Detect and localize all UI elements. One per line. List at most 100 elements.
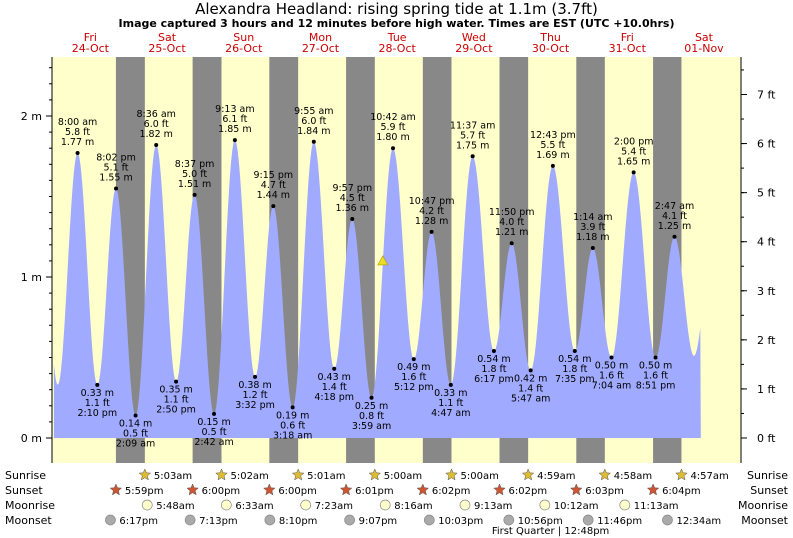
high-tide-point [590,246,595,251]
day-headers: Fri24-OctSat25-OctSun26-OctMon27-OctTue2… [72,31,724,55]
high-tide-label: 9:15 pm 4.7 ft 1.44 m [254,170,294,201]
day-name: Sun [233,31,254,44]
high-tide-point [192,192,197,197]
high-tide-label: 8:02 pm 5.1 ft 1.55 m [96,152,136,183]
moonset-row-label-left: Moonset [5,514,52,527]
right-tick-label: 4 ft [757,236,776,249]
right-tick-label: 1 ft [757,383,776,396]
tide-area [53,140,701,438]
high-tide-point [509,241,514,246]
sunrise-time: 5:00am [461,471,499,482]
high-tide-point [271,204,276,209]
high-tide-point [631,170,636,175]
sunset-icon [646,483,660,496]
high-tide-point [350,217,355,222]
high-tide-label: 2:00 pm 5.4 ft 1.65 m [614,136,654,167]
right-tick-label: 3 ft [757,285,776,298]
sunset-icon [109,483,123,496]
moonset-icon [503,514,515,526]
low-tide-point [174,379,179,384]
low-tide-label: 0.15 m 0.5 ft 2:42 am [194,417,233,448]
tide-curve-area [53,140,701,438]
sunrise-time: 4:58am [614,471,652,482]
sunrise-time: 5:01am [307,471,345,482]
sunrise-icon [215,468,228,481]
sunset-icon [416,483,430,496]
moonset-time: 8:10pm [279,516,318,527]
moonset-time: 12:34am [676,516,721,527]
axes: 0 m 1 m 2 m 0 ft 1 ft 2 ft 3 ft 4 ft 5 ft 6 ft 7 f… [21,57,776,463]
high-tide-point [75,151,80,156]
low-tide-label: 0.33 m 1.1 ft 2:10 pm [77,388,117,419]
day-date: 25-Oct [148,42,186,55]
low-tide-label: 0.42 m 1.4 ft 5:47 am [511,373,550,404]
high-tide-point [550,163,555,168]
day-date: 31-Oct [609,42,647,55]
moonset-icon [344,514,355,526]
moonrise-icon [300,499,312,511]
moonset-time: 11:46pm [597,516,642,527]
high-tide-point [429,229,434,234]
sunrise-time: 5:00am [384,471,422,482]
day-name: Mon [309,31,332,44]
day-date: 26-Oct [225,42,263,55]
low-tide-label: 0.14 m 0.5 ft 2:09 am [116,418,155,449]
sunrise-icon [445,468,458,481]
sunset-row-label-left: Sunset [5,484,43,497]
day-date: 27-Oct [302,42,340,55]
left-tick-label: 1 m [21,271,42,284]
moonrise-row-label-right: Moonrise [738,499,788,512]
day-name: Wed [462,31,486,44]
sunset-time: 6:03pm [585,486,624,497]
high-tide-point [470,154,475,159]
day-name: Sat [695,31,714,44]
low-tide-label: 0.54 m 1.8 ft 7:35 pm [555,354,595,385]
sunrise-icon [138,468,152,481]
moonset-icon [105,514,116,526]
moonrise-icon [459,499,471,511]
sunrise-icon [598,468,612,481]
moonrise-icon [379,499,391,511]
low-tide-label: 0.49 m 1.6 ft 5:12 pm [394,362,434,393]
day-date: 24-Oct [72,42,110,55]
high-tide-label: 2:47 am 4.1 ft 1.25 m [655,201,694,232]
low-tide-point [572,349,577,354]
sunset-time: 6:00pm [202,486,241,497]
sunset-time: 6:00pm [278,486,317,497]
low-tide-point [369,395,374,400]
day-date: 01-Nov [684,42,724,55]
high-tide-label: 12:43 pm 5.5 ft 1.69 m [530,130,576,161]
high-tide-label: 9:57 pm 4.5 ft 1.36 m [332,183,372,214]
low-tide-point [212,411,217,416]
moonset-time: 10:03pm [438,516,483,527]
low-tide-label: 0.19 m 0.6 ft 3:18 am [273,410,312,441]
left-tick-label: 2 m [21,110,42,123]
sunrise-time: 5:03am [154,471,192,482]
moonrise-time: 5:48am [156,501,194,512]
low-tide-point [653,355,658,360]
right-tick-label: 6 ft [757,138,776,151]
moonrise-time: 8:16am [394,501,432,512]
sunset-row-label-right: Sunset [750,484,788,497]
low-tide-label: 0.33 m 1.1 ft 4:47 am [431,388,470,419]
sunrise-time: 5:02am [230,471,268,482]
moonset-time: 7:13pm [199,516,238,527]
day-name: Thu [539,31,561,44]
moonrise-time: 10:12am [554,501,599,512]
sunset-time: 6:02pm [432,486,471,497]
low-tide-point [411,357,416,362]
high-tide-point [232,138,237,143]
moonrise-icon [619,499,631,511]
moonrise-time: 11:13am [634,501,679,512]
sunset-icon [569,483,583,496]
low-tide-point [95,382,100,387]
sunset-time: 6:02pm [509,486,548,497]
high-tide-label: 8:36 am 6.0 ft 1.82 m [136,109,175,140]
day-date: 29-Oct [455,42,493,55]
right-tick-label: 5 ft [757,187,776,200]
sunset-icon [493,483,506,496]
moonset-icon [423,514,435,526]
high-tide-label: 8:37 pm 5.0 ft 1.51 m [175,159,215,190]
high-tide-point [672,234,677,239]
day-name: Fri [84,31,97,44]
